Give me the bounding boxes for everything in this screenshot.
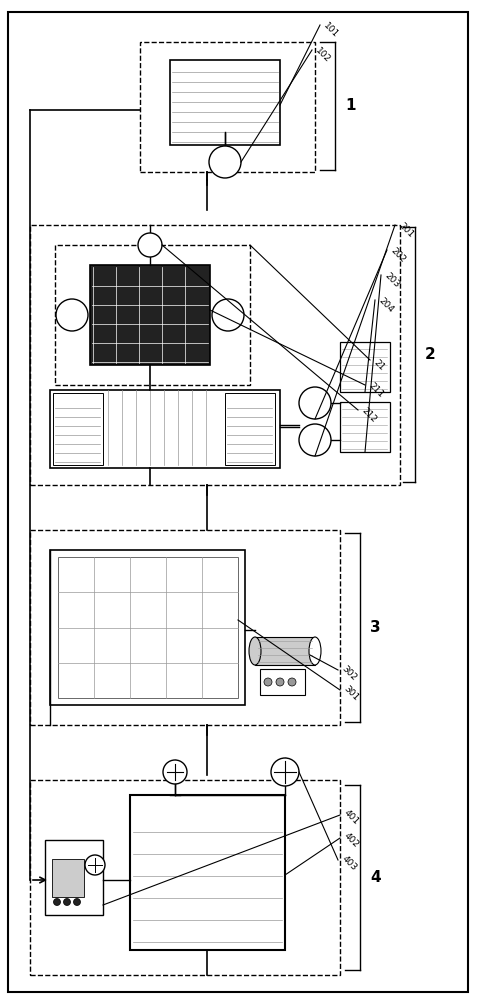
Text: 202: 202 [389,246,407,264]
Circle shape [53,898,60,906]
Circle shape [56,299,88,331]
Circle shape [212,299,244,331]
Ellipse shape [309,637,321,665]
Circle shape [64,898,71,906]
Text: 4: 4 [370,870,381,885]
Circle shape [138,233,162,257]
Text: 301: 301 [342,684,361,702]
Circle shape [209,146,241,178]
Text: 21: 21 [372,358,387,372]
Bar [30,530,340,725]
Circle shape [271,758,299,786]
Bar [340,342,390,392]
Bar [30,780,340,975]
Ellipse shape [249,637,261,665]
Text: 101: 101 [322,21,341,39]
Bar [58,557,238,698]
Text: 201: 201 [397,221,416,239]
Text: 204: 204 [377,296,395,314]
Text: 102: 102 [314,46,333,64]
Text: 403: 403 [340,854,359,872]
Bar [140,42,315,172]
Circle shape [276,678,284,686]
Text: 212: 212 [360,406,378,424]
Circle shape [299,424,331,456]
Circle shape [163,760,187,784]
Circle shape [74,898,80,906]
Circle shape [299,387,331,419]
Text: 211: 211 [367,381,386,399]
Text: 2: 2 [425,347,436,362]
Circle shape [264,678,272,686]
Text: 1: 1 [345,99,356,113]
Bar [340,402,390,452]
Bar [130,795,285,950]
Bar [90,265,210,365]
Bar [45,840,103,915]
Text: 302: 302 [340,664,359,682]
Bar [53,393,103,465]
Bar [52,859,84,897]
Text: 203: 203 [383,271,401,289]
Bar [30,225,400,485]
Text: 3: 3 [370,620,381,635]
Bar [225,393,275,465]
Bar [50,550,245,705]
Circle shape [288,678,296,686]
Bar [260,669,305,695]
Circle shape [85,855,105,875]
Text: 402: 402 [342,831,360,849]
Text: 401: 401 [342,808,361,826]
Bar [255,637,315,665]
Bar [50,390,280,468]
Bar [55,245,250,385]
Bar [170,60,280,145]
